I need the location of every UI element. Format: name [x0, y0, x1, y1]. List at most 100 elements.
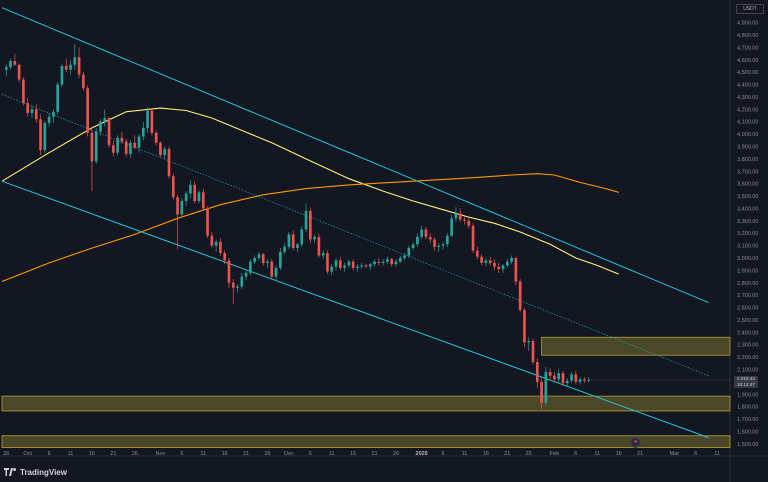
candle-body — [518, 281, 522, 311]
candle-body — [535, 362, 539, 382]
candle — [116, 135, 119, 156]
candle — [257, 251, 261, 261]
candle — [253, 255, 256, 265]
candle-body — [578, 379, 582, 382]
candle — [480, 254, 483, 266]
candle — [150, 108, 154, 136]
candle-body — [398, 257, 402, 262]
candle — [296, 243, 299, 252]
candle — [163, 146, 167, 159]
candle-body — [437, 245, 441, 247]
candle-body — [227, 260, 231, 283]
candle-body — [557, 373, 561, 380]
candle-body — [411, 244, 415, 249]
candle-body — [587, 380, 591, 381]
y-tick-label: 3,600.00 — [737, 182, 758, 188]
support-resistance-zone — [541, 336, 731, 356]
candle-body — [373, 261, 376, 265]
y-tick-label: 2,700.00 — [737, 293, 758, 299]
candle — [416, 233, 419, 247]
candle-body — [201, 192, 205, 209]
candle-body — [52, 111, 55, 117]
candle-body — [467, 220, 471, 226]
candle-body — [540, 381, 543, 403]
candle-body — [197, 192, 201, 201]
channel-line — [1, 7, 709, 304]
candle — [531, 338, 535, 365]
candle-body — [133, 142, 137, 148]
x-tick-label: 26 — [526, 451, 532, 457]
y-tick-label: 3,800.00 — [737, 157, 758, 163]
candle — [433, 236, 436, 251]
candle-body — [321, 253, 325, 256]
y-tick-label: 4,600.00 — [737, 58, 758, 64]
candle-body — [107, 117, 111, 146]
x-tick-label: 26 — [393, 451, 399, 457]
candle-body — [514, 257, 518, 282]
candle-body — [553, 375, 556, 380]
alert-bell-icon[interactable]: ● — [630, 437, 641, 448]
x-tick-label: Mar — [670, 451, 680, 457]
y-tick-label: 2,100.00 — [737, 367, 758, 373]
candle — [26, 98, 30, 117]
candle-body — [39, 119, 42, 151]
candle — [279, 248, 282, 271]
y-tick-label: 2,900.00 — [737, 268, 758, 274]
x-tick-label: 21 — [504, 451, 510, 457]
candle-body — [291, 234, 295, 249]
x-tick-label: Oct — [23, 451, 32, 457]
candle-body — [141, 127, 145, 137]
candle — [13, 53, 17, 66]
candle — [540, 378, 543, 410]
candle — [313, 234, 316, 244]
candle — [223, 250, 227, 265]
candle-body — [523, 310, 526, 343]
candle-body — [364, 265, 368, 267]
x-tick-label: 2026 — [416, 451, 428, 457]
candle-body — [510, 257, 513, 262]
y-tick-label: 2,600.00 — [737, 306, 758, 312]
candle — [338, 256, 342, 271]
candles — [4, 43, 730, 410]
candle-body — [488, 260, 492, 263]
candle-body — [458, 213, 462, 220]
candle-body — [210, 235, 214, 246]
candle-body — [163, 148, 167, 156]
y-tick-label: 2,500.00 — [737, 318, 758, 324]
candle-body — [56, 84, 59, 112]
support-resistance-zone — [1, 435, 731, 448]
candle — [321, 250, 325, 260]
candle — [82, 72, 85, 91]
candle — [124, 139, 128, 157]
candle — [587, 376, 591, 383]
candle — [471, 223, 475, 254]
candle-body — [471, 225, 475, 251]
candle-body — [253, 257, 256, 262]
candle-body — [60, 65, 64, 85]
candle-body — [338, 260, 342, 268]
x-tick-label: 11 — [462, 451, 468, 457]
candle — [518, 279, 522, 313]
x-tick-label: 26 — [132, 451, 138, 457]
candle — [300, 225, 304, 247]
y-tick-label: 1,700.00 — [737, 417, 758, 423]
candle — [467, 217, 471, 229]
candle — [356, 264, 359, 272]
candle-body — [206, 208, 209, 236]
candle — [189, 179, 192, 199]
y-tick-label: 3,200.00 — [737, 231, 758, 237]
x-tick-label: 6 — [574, 451, 577, 457]
candle — [261, 253, 265, 266]
candle — [557, 369, 561, 384]
candle-body — [137, 136, 141, 148]
y-tick-label: 2,400.00 — [737, 330, 758, 336]
candle — [214, 239, 218, 252]
candle — [411, 241, 415, 251]
candle-body — [219, 241, 222, 254]
candle — [583, 376, 586, 384]
candle-body — [476, 250, 479, 257]
candle — [505, 259, 509, 268]
candle — [360, 262, 364, 270]
